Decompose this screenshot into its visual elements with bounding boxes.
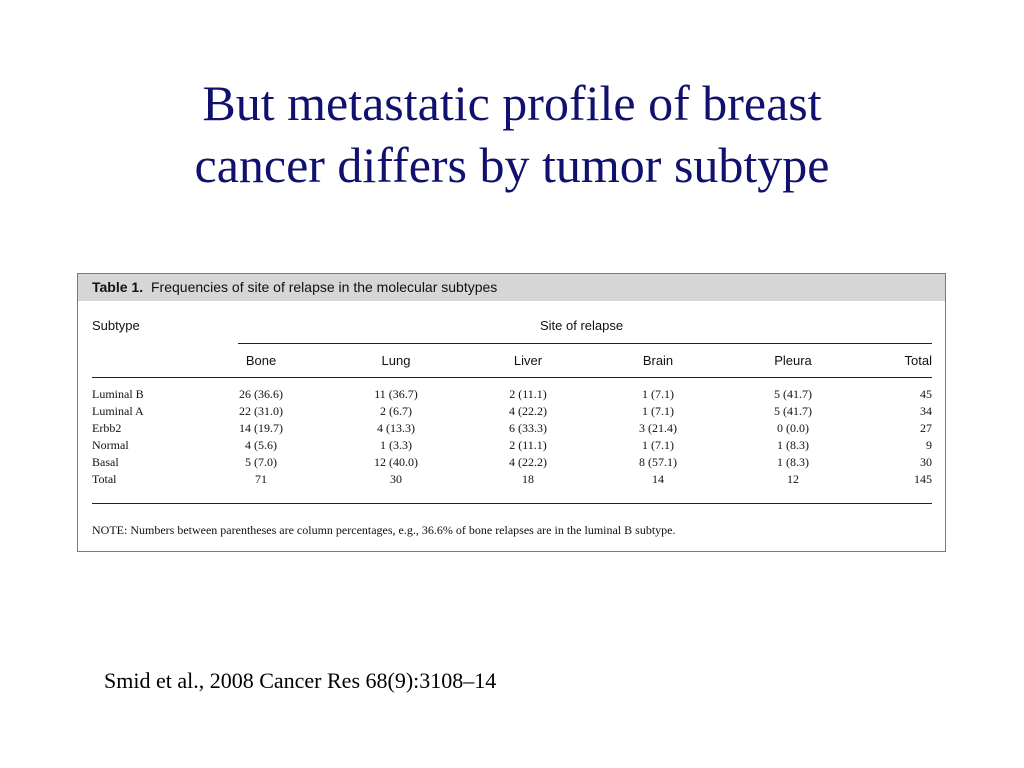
table-cell: 18 <box>522 472 534 486</box>
table-cell: 1 (3.3) <box>380 438 412 452</box>
column-header-lung: Lung <box>381 353 411 368</box>
bottom-rule <box>92 503 932 504</box>
table-cell: 5 (41.7) <box>774 404 812 418</box>
table-cell: 4 (13.3) <box>377 421 415 435</box>
slide-title-line-2: cancer differs by tumor subtype <box>194 137 830 193</box>
row-label: Luminal A <box>92 404 144 418</box>
table-cell: 71 <box>255 472 267 486</box>
table-cell: 14 <box>652 472 664 486</box>
table-cell: 1 (7.1) <box>642 438 674 452</box>
table-cell: 26 (36.6) <box>239 387 283 401</box>
table-cell: 1 (8.3) <box>777 455 809 469</box>
table-cell: 145 <box>914 472 932 486</box>
table-cell: 11 (36.7) <box>374 387 418 401</box>
table-cell: 4 (22.2) <box>509 455 547 469</box>
row-label: Basal <box>92 455 119 469</box>
table-cell: 2 (11.1) <box>509 387 547 401</box>
column-header-bone: Bone <box>245 353 277 368</box>
column-header-brain: Brain <box>642 353 674 368</box>
table-cell: 2 (11.1) <box>509 438 547 452</box>
subtype-header: Subtype <box>92 318 140 333</box>
table-figure: Table 1. Frequencies of site of relapse … <box>77 273 946 552</box>
group-header-rule <box>238 343 932 344</box>
table-cell: 0 (0.0) <box>777 421 809 435</box>
slide-title-line-1: But metastatic profile of breast <box>202 75 822 131</box>
table-cell: 8 (57.1) <box>639 455 677 469</box>
row-label: Luminal B <box>92 387 144 401</box>
citation: Smid et al., 2008 Cancer Res 68(9):3108–… <box>104 668 497 693</box>
site-of-relapse-header: Site of relapse <box>540 318 624 333</box>
table-cell: 3 (21.4) <box>639 421 677 435</box>
table-caption-label: Table 1. <box>92 279 144 295</box>
table-caption-text: Frequencies of site of relapse in the mo… <box>151 279 498 295</box>
table-cell: 12 <box>787 472 799 486</box>
table-caption: Table 1. Frequencies of site of relapse … <box>78 274 945 301</box>
table-cell: 2 (6.7) <box>380 404 412 418</box>
slide-title: But metastatic profile of breast cancer … <box>0 72 1024 196</box>
table-cell: 5 (41.7) <box>774 387 812 401</box>
table-cell: 30 <box>390 472 402 486</box>
table-cell: 4 (22.2) <box>509 404 547 418</box>
table-cell: 1 (7.1) <box>642 404 674 418</box>
table-cell: 12 (40.0) <box>374 455 418 469</box>
table-cell: 27 <box>920 421 932 435</box>
column-header-liver: Liver <box>513 353 543 368</box>
table-cell: 30 <box>920 455 932 469</box>
header-rule <box>92 377 932 378</box>
table-cell: 34 <box>920 404 932 418</box>
table-cell: 4 (5.6) <box>245 438 277 452</box>
column-header-total: Total <box>904 353 932 368</box>
row-label: Normal <box>92 438 129 452</box>
table-cell: 45 <box>920 387 932 401</box>
table-cell: 5 (7.0) <box>245 455 277 469</box>
table-cell: 1 (8.3) <box>777 438 809 452</box>
row-label: Total <box>92 472 117 486</box>
row-label: Erbb2 <box>92 421 122 435</box>
table-cell: 14 (19.7) <box>239 421 283 435</box>
table-cell: 1 (7.1) <box>642 387 674 401</box>
table-cell: 22 (31.0) <box>239 404 283 418</box>
table-cell: 6 (33.3) <box>509 421 547 435</box>
table-note: NOTE: Numbers between parentheses are co… <box>92 523 676 537</box>
column-header-pleura: Pleura <box>774 353 812 368</box>
table-cell: 9 <box>926 438 932 452</box>
